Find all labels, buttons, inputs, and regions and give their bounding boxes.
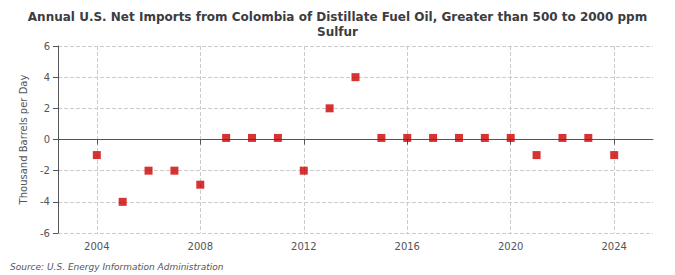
svg-text:0: 0 — [44, 134, 50, 145]
svg-text:-2: -2 — [40, 165, 50, 176]
svg-text:Source: U.S. Energy Informatio: Source: U.S. Energy Information Administ… — [10, 262, 224, 272]
svg-text:2020: 2020 — [498, 241, 523, 252]
svg-text:Sulfur: Sulfur — [317, 25, 358, 39]
svg-text:-6: -6 — [40, 228, 50, 239]
svg-text:2008: 2008 — [188, 241, 213, 252]
svg-text:Annual U.S. Net Imports from C: Annual U.S. Net Imports from Colombia of… — [28, 10, 647, 24]
svg-text:-4: -4 — [40, 196, 50, 207]
svg-text:2: 2 — [44, 103, 50, 114]
svg-text:2004: 2004 — [84, 241, 109, 252]
svg-text:Thousand Barrels per Day: Thousand Barrels per Day — [18, 75, 29, 206]
svg-text:2024: 2024 — [601, 241, 626, 252]
svg-text:4: 4 — [44, 72, 50, 83]
svg-text:2012: 2012 — [291, 241, 316, 252]
svg-text:6: 6 — [44, 41, 50, 52]
svg-text:2016: 2016 — [395, 241, 420, 252]
